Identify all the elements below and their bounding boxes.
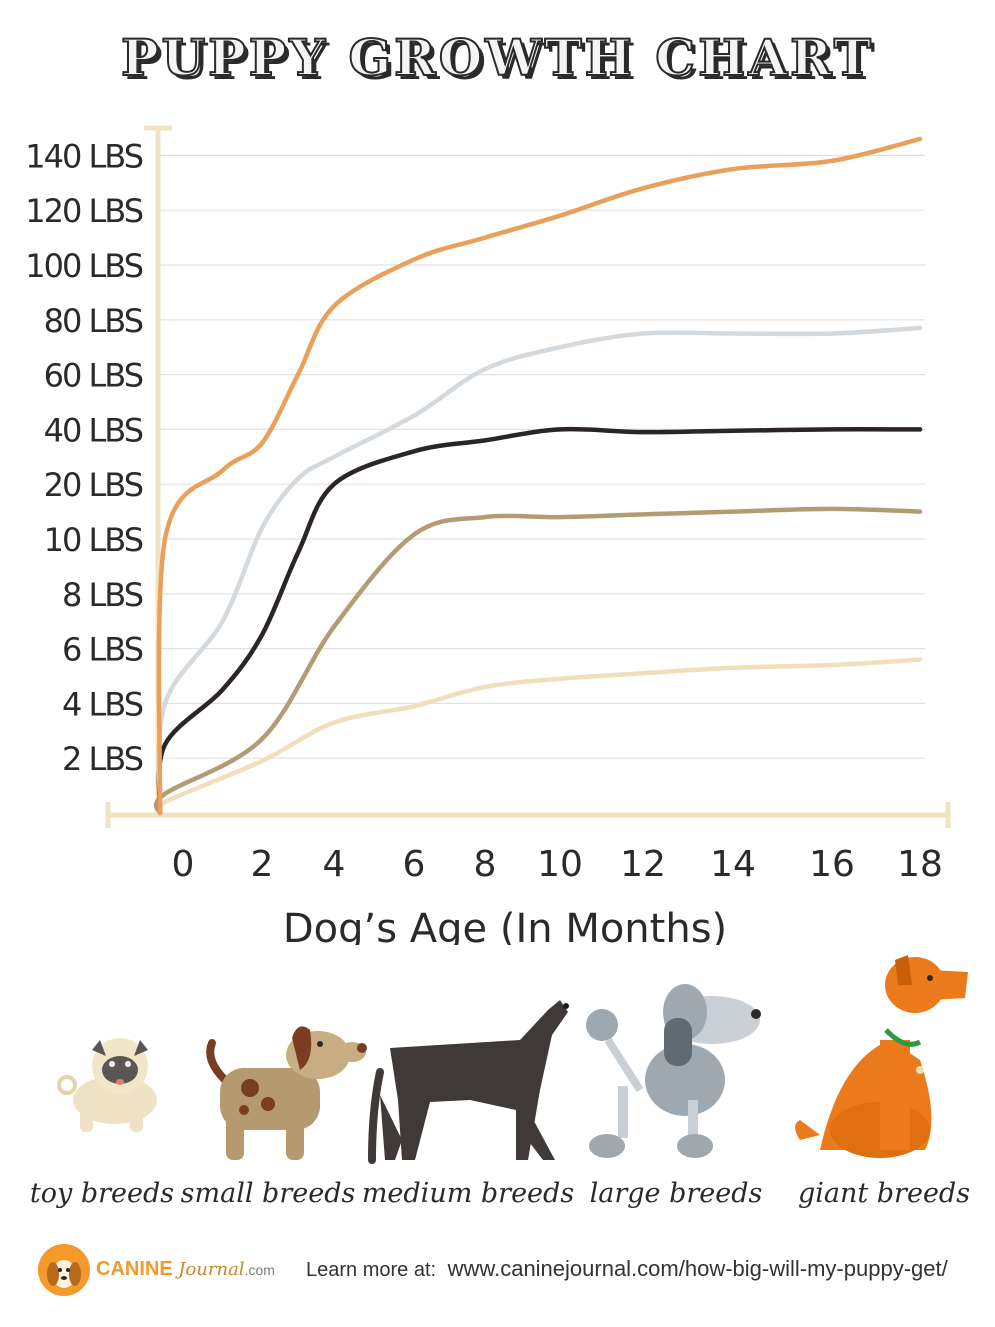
series-line-large-breeds [156,325,923,816]
chart-title: PUPPY GROWTH CHART [120,27,875,88]
pug-icon [57,1038,157,1132]
learn-more-prefix: Learn more at: [306,1259,437,1281]
y-tick-label: 80 LBS [44,302,143,340]
y-tick-labels: 2 LBS 4 LBS 6 LBS 8 LBS 10 LBS 20 LBS 40 LBS 60… [25,137,144,778]
breed-label-giant: giant breeds [797,1178,971,1209]
logo-canine-text: CANINE [96,1258,173,1280]
y-tick-label: 8 LBS [62,576,143,614]
medium-dog-icon [368,1000,569,1164]
breed-label-medium: medium breeds [361,1178,575,1209]
canine-journal-logo[interactable]: CANINE Journal.com [96,1258,275,1281]
y-tick-label: 10 LBS [44,521,143,559]
x-tick-label: 14 [710,844,756,885]
series-line-giant-breeds [156,136,923,816]
small-dog-icon [206,1026,367,1160]
breed-illustrations [57,955,968,1164]
x-tick-label: 2 [251,844,274,885]
x-tick-label: 0 [172,844,195,885]
logo-com-text: .com [244,1262,275,1278]
giant-dog-icon [795,955,968,1158]
x-axis-label: Dog’s Age (In Months) [283,906,727,945]
x-tick-label: 12 [620,844,666,885]
breed-label-toy: toy breeds [29,1178,175,1209]
series-line-medium-breeds [156,426,923,816]
series-lines [153,136,923,816]
series-line-toy-breeds [153,657,923,816]
learn-more: Learn more at: www.caninejournal.com/how… [306,1256,948,1282]
y-tick-label: 6 LBS [62,631,143,669]
breed-label-small: small breeds [180,1178,356,1209]
breed-label-large: large breeds [589,1178,763,1209]
y-tick-label: 4 LBS [62,685,143,723]
y-tick-label: 60 LBS [44,357,143,395]
x-tick-label: 8 [474,844,497,885]
y-tick-label: 100 LBS [25,247,142,285]
canine-journal-logo-icon [38,1244,90,1296]
y-tick-label: 140 LBS [25,137,142,175]
x-tick-label: 18 [897,844,943,885]
learn-more-link[interactable]: www.caninejournal.com/how-big-will-my-pu… [447,1256,948,1281]
x-tick-label: 16 [809,844,855,885]
x-tick-label: 10 [537,844,583,885]
grid-lines [160,154,925,759]
y-tick-label: 20 LBS [44,466,143,504]
y-tick-label: 120 LBS [25,192,142,230]
y-tick-label: 40 LBS [44,411,143,449]
y-tick-label: 2 LBS [62,740,143,778]
x-tick-label: 6 [403,844,426,885]
footer: CANINE Journal.com Learn more at: www.ca… [0,1238,995,1308]
x-tick-labels: 0 2 4 6 8 10 12 14 16 18 [172,844,943,885]
logo-journal-text: Journal [178,1259,245,1280]
series-line-small-breeds [153,506,923,816]
x-tick-label: 4 [323,844,346,885]
poodle-icon [586,984,761,1158]
axes [105,125,951,828]
